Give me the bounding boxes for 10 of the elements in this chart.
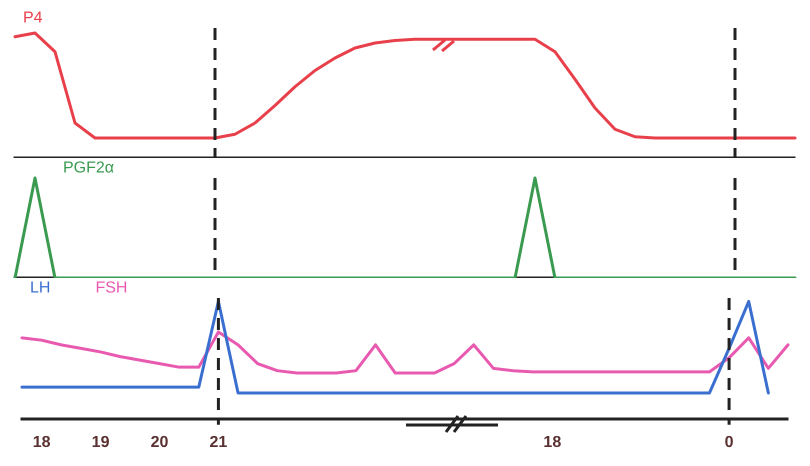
series-label: PGF2α [63, 159, 114, 176]
x-tick-label: 0 [724, 434, 734, 451]
text: FSH [95, 279, 128, 296]
x-tick-label: 19 [92, 434, 110, 451]
x-tick-label: 18 [32, 434, 51, 451]
series-label: P4 [23, 9, 43, 26]
x-tick-label: 20 [150, 434, 168, 451]
x-tick-label: 18 [543, 434, 562, 451]
text: LH [30, 279, 50, 296]
x-tick-label: 21 [210, 434, 228, 451]
